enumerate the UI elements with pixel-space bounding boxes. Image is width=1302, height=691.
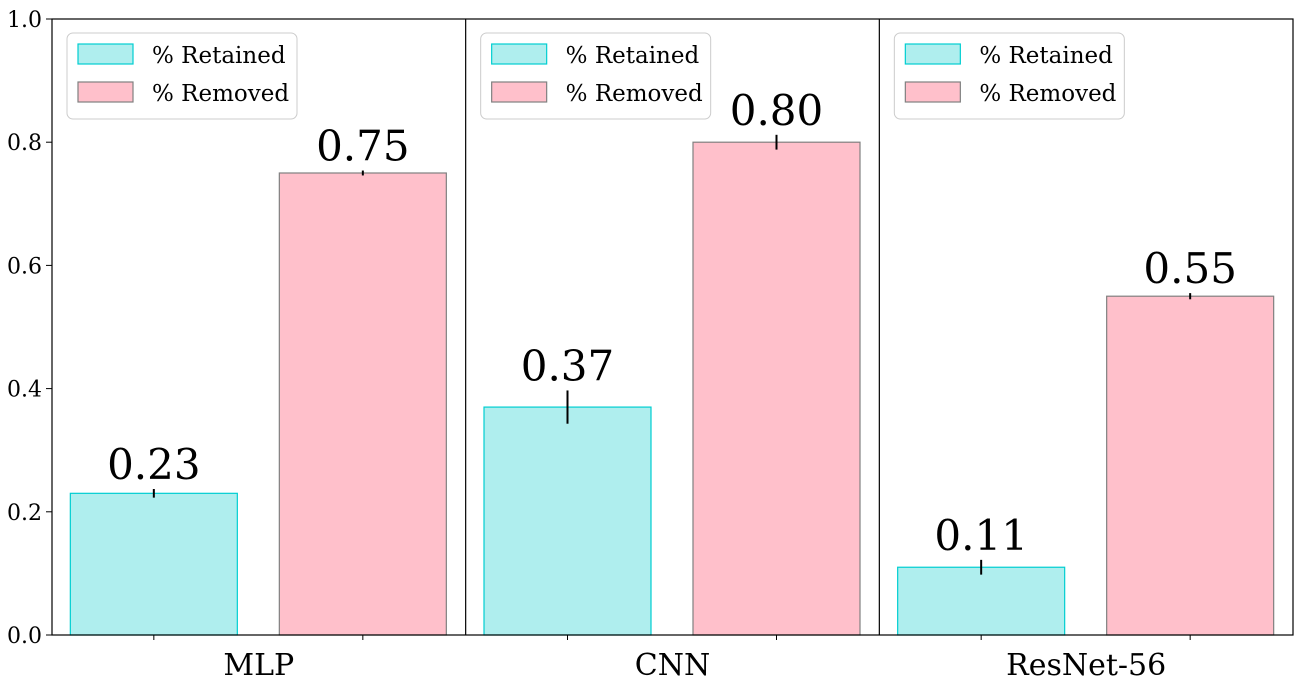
data-label: 0.80 (730, 86, 824, 135)
legend-label: % Retained (152, 43, 286, 69)
legend-label: % Removed (566, 81, 703, 107)
legend-swatch-removed (904, 81, 961, 103)
legend-swatch-removed (77, 81, 134, 103)
legend-swatch-retained (491, 43, 548, 65)
bar-removed-resnet-56 (1106, 295, 1275, 636)
legend-label: % Removed (152, 81, 289, 107)
x-category-label: MLP (223, 648, 294, 683)
y-tick-label: 0.6 (7, 254, 42, 279)
y-tick-label: 1.0 (7, 8, 42, 33)
legend-label: % Retained (566, 43, 700, 69)
bar-retained-resnet-56 (897, 566, 1066, 636)
bar-removed-cnn (692, 141, 861, 636)
x-category-label: CNN (635, 648, 710, 683)
data-label: 0.75 (316, 122, 410, 171)
bar-removed-mlp (278, 172, 447, 636)
y-tick-label: 0.8 (7, 131, 42, 156)
data-label: 0.11 (934, 511, 1028, 560)
data-label: 0.37 (521, 341, 615, 390)
plot-frame (51, 18, 1294, 636)
data-label: 0.23 (107, 440, 201, 489)
legend-swatch-retained (77, 43, 134, 65)
y-tick-label: 0.4 (7, 378, 42, 403)
y-tick-label: 0.0 (7, 624, 42, 649)
x-category-label: ResNet-56 (1006, 648, 1166, 683)
y-tick-label: 0.2 (7, 501, 42, 526)
bar-retained-mlp (69, 492, 238, 636)
legend-label: % Removed (979, 81, 1116, 107)
legend-label: % Retained (979, 43, 1113, 69)
data-label: 0.55 (1143, 244, 1237, 293)
legend-swatch-removed (491, 81, 548, 103)
bar-retained-cnn (483, 406, 652, 636)
legend-swatch-retained (904, 43, 961, 65)
